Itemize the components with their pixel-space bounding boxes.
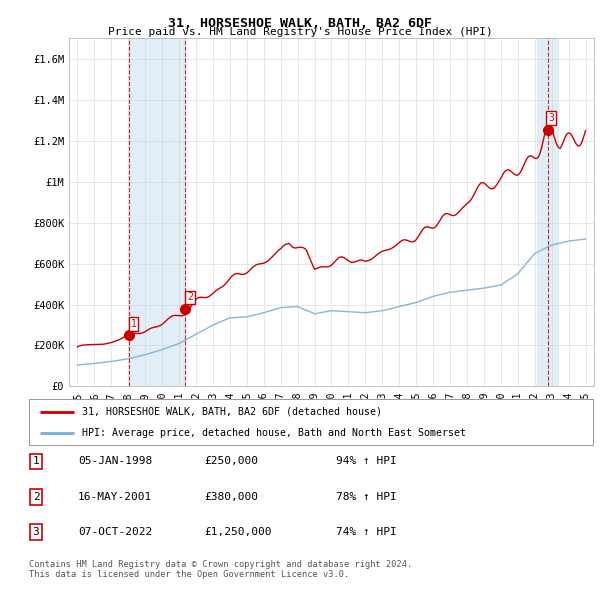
Text: £250,000: £250,000 <box>204 457 258 466</box>
Text: 1: 1 <box>130 319 136 329</box>
Text: 78% ↑ HPI: 78% ↑ HPI <box>336 492 397 502</box>
Bar <box>538 38 558 386</box>
Text: HPI: Average price, detached house, Bath and North East Somerset: HPI: Average price, detached house, Bath… <box>82 428 466 438</box>
Text: 1: 1 <box>32 457 40 466</box>
Text: 74% ↑ HPI: 74% ↑ HPI <box>336 527 397 537</box>
Text: 2: 2 <box>187 293 193 303</box>
Text: £1,250,000: £1,250,000 <box>204 527 271 537</box>
Text: 94% ↑ HPI: 94% ↑ HPI <box>336 457 397 466</box>
Text: 2: 2 <box>32 492 40 502</box>
Text: 3: 3 <box>548 113 554 123</box>
Text: This data is licensed under the Open Government Licence v3.0.: This data is licensed under the Open Gov… <box>29 571 349 579</box>
Text: £380,000: £380,000 <box>204 492 258 502</box>
Text: 05-JAN-1998: 05-JAN-1998 <box>78 457 152 466</box>
Text: 31, HORSESHOE WALK, BATH, BA2 6DF: 31, HORSESHOE WALK, BATH, BA2 6DF <box>168 17 432 30</box>
Text: 31, HORSESHOE WALK, BATH, BA2 6DF (detached house): 31, HORSESHOE WALK, BATH, BA2 6DF (detac… <box>82 407 382 417</box>
Text: Price paid vs. HM Land Registry's House Price Index (HPI): Price paid vs. HM Land Registry's House … <box>107 27 493 37</box>
Text: 16-MAY-2001: 16-MAY-2001 <box>78 492 152 502</box>
Text: 07-OCT-2022: 07-OCT-2022 <box>78 527 152 537</box>
Text: Contains HM Land Registry data © Crown copyright and database right 2024.: Contains HM Land Registry data © Crown c… <box>29 560 412 569</box>
Bar <box>129 38 185 386</box>
Text: 3: 3 <box>32 527 40 537</box>
